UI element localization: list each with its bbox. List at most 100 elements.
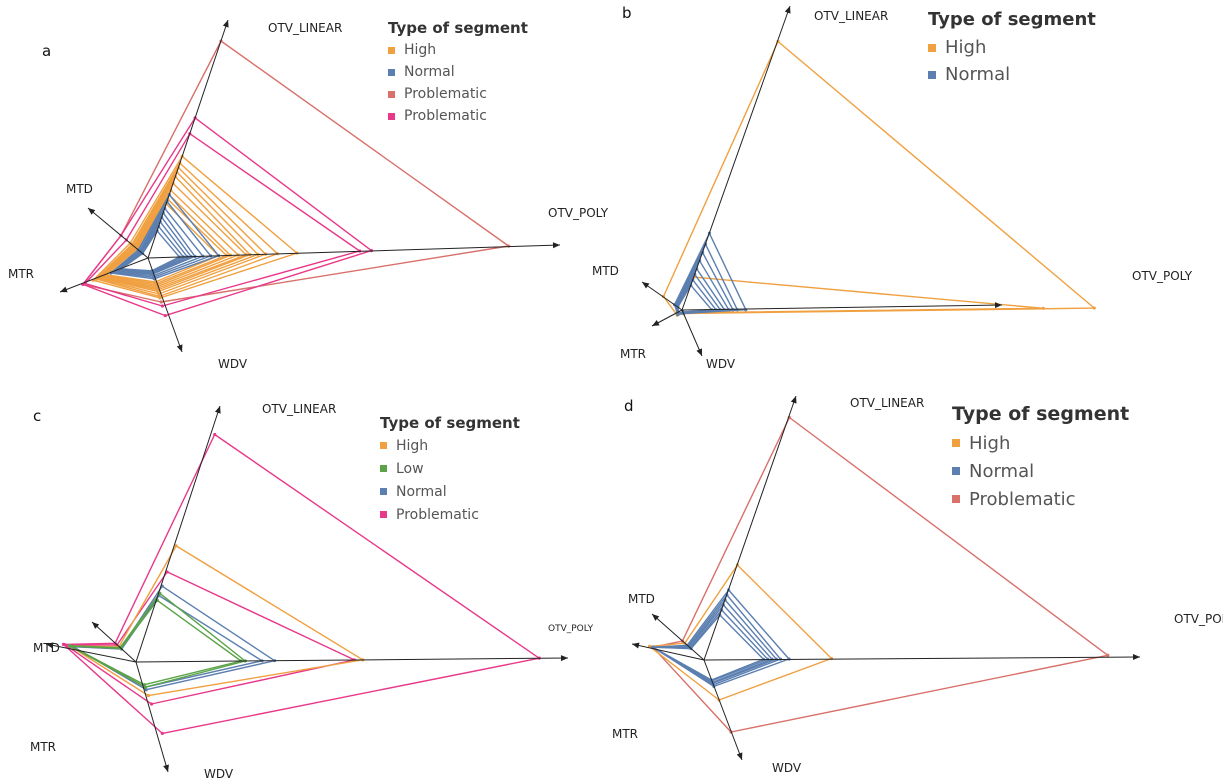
axis-line (651, 613, 705, 661)
legend-item: Problematic (388, 105, 528, 127)
chart-panel-a: OTV_LINEAR OTV_POLY WDV MTR MTD a Type of se… (0, 0, 612, 390)
series-polygon-normal (114, 212, 196, 275)
series-polygon-normal (120, 230, 181, 272)
radar-chart-a: OTV_LINEAR OTV_POLY WDV MTR MTD (8, 19, 609, 371)
axis-arrow (560, 655, 568, 662)
legend-swatch (952, 467, 960, 475)
legend-title: Type of segment (928, 9, 1096, 30)
axis-label: MTD (628, 592, 655, 606)
axis-line (147, 257, 183, 353)
legend-label: Problematic (396, 506, 479, 523)
legend-item: Normal (952, 457, 1129, 485)
chart-panel-d: OTV_LINEAR OTV_POLY WDV MTR MTD d Type of se… (612, 390, 1223, 782)
axis-arrow (163, 764, 169, 772)
legend-item: Low (380, 457, 520, 480)
legend-label: Problematic (969, 488, 1076, 510)
legend-label: Normal (969, 460, 1035, 482)
axis-arrow (994, 302, 1002, 309)
data-point (160, 731, 164, 735)
series-polygon-low (70, 599, 242, 686)
axis-label: MTD (66, 182, 93, 196)
axis-label: OTV_POLY (548, 624, 594, 634)
series-polygon-normal (652, 614, 765, 681)
data-point (157, 292, 161, 296)
legend-title: Type of segment (380, 414, 520, 432)
axis-label: WDV (772, 761, 802, 775)
legend-swatch (388, 68, 395, 76)
legend-label: Normal (396, 483, 447, 500)
legend-title: Type of segment (388, 19, 528, 37)
data-point (159, 300, 163, 304)
legend-item: Problematic (380, 503, 520, 526)
series-polygon-high (648, 564, 833, 701)
axis-line (147, 19, 229, 259)
legend-swatch (380, 511, 387, 518)
axis-label: MTR (30, 740, 56, 754)
series-polygon-high (102, 193, 232, 286)
legend-swatch (928, 43, 936, 52)
axis-label: OTV_LINEAR (268, 21, 342, 35)
data-point (174, 544, 178, 548)
legend-swatch (952, 495, 960, 503)
legend-item: High (380, 434, 520, 457)
radar-chart-b: OTV_LINEAR OTV_POLY WDV MTR MTD (592, 5, 1193, 371)
series-polygon-normal (117, 221, 188, 274)
legend-swatch (380, 442, 387, 449)
axis-label: WDV (706, 357, 736, 371)
series-polygon-normal (677, 284, 713, 314)
axis-label: MTD (592, 264, 619, 278)
data-point (63, 643, 67, 647)
axis-arrow (784, 6, 791, 14)
data-point (69, 644, 73, 648)
axis-arrow (222, 20, 229, 28)
series-polygon-high (98, 171, 259, 293)
series-polygon-normal (72, 594, 263, 688)
legend-swatch (388, 112, 395, 120)
panel-label: d (624, 397, 634, 415)
axis-line (147, 244, 561, 259)
series-polygon-high (92, 155, 298, 299)
legend-title: Type of segment (952, 403, 1130, 425)
legend-item: Problematic (388, 83, 528, 105)
axis-line (641, 281, 683, 311)
axis-arrow (736, 752, 743, 760)
axis-line (681, 304, 1003, 311)
data-point (1041, 306, 1045, 310)
axis-label: OTV_POLY (1174, 612, 1223, 626)
series-polygon-normal (111, 200, 212, 278)
legend-item: High (388, 39, 528, 61)
legend-label: Normal (404, 64, 455, 80)
legend-label: Normal (945, 64, 1011, 85)
series-polygon-problematic (652, 416, 1109, 733)
series-polygon-high (68, 545, 364, 697)
series-polygon-high (99, 175, 251, 291)
series-polygon-high (105, 203, 220, 283)
axis-label: OTV_POLY (1132, 269, 1193, 283)
axis-arrow (1132, 654, 1140, 661)
series-polygon-problematic (64, 571, 356, 705)
axis-label: MTR (8, 267, 34, 281)
legend-item: Normal (388, 61, 528, 83)
axis-arrow (652, 614, 660, 621)
series-polygon-normal (72, 585, 276, 691)
legend-swatch (388, 90, 395, 98)
data-point (163, 314, 167, 318)
legend-item: High (952, 429, 1129, 457)
axis-label: OTV_POLY (548, 206, 609, 220)
axis-line (87, 207, 149, 259)
axis-line (45, 643, 137, 663)
data-point (149, 702, 154, 706)
axis-line (703, 656, 1141, 661)
data-point (1092, 306, 1096, 310)
series-polygon-low (68, 592, 246, 688)
axis-arrow (652, 320, 660, 326)
legend-swatch (380, 488, 387, 495)
series-polygon-normal (119, 225, 185, 273)
data-point (143, 685, 147, 689)
series-polygon-high (101, 189, 239, 288)
axis-label: MTR (620, 347, 646, 361)
series-polygon-problematic (82, 40, 510, 303)
axis-line (703, 395, 797, 661)
axis-line (135, 405, 221, 663)
legend: Type of segment High Low Normal Problema… (380, 414, 520, 526)
